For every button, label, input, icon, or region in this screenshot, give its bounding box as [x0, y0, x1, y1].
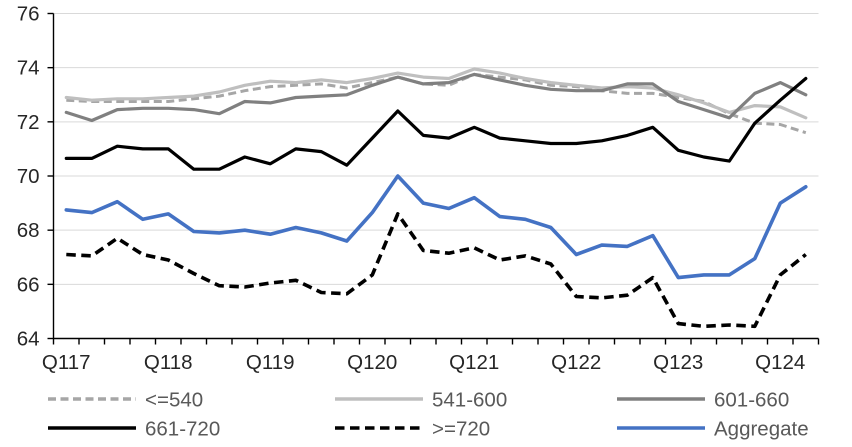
legend-label: <=540	[145, 389, 203, 412]
series-line-661-720	[64, 76, 808, 171]
x-axis-label: Q122	[551, 351, 601, 374]
x-axis-label: Q120	[347, 351, 397, 374]
x-axis-label: Q123	[653, 351, 703, 374]
y-axis-label: 74	[17, 57, 40, 80]
x-axis-label: Q119	[246, 351, 295, 374]
series-line-aggregate	[64, 174, 808, 280]
legend-label: 541-600	[432, 389, 507, 412]
series-line-541-600	[64, 67, 808, 120]
y-axis-label: 76	[17, 3, 40, 26]
y-axis-label: 72	[17, 111, 40, 134]
y-axis-label: 66	[17, 273, 40, 296]
x-axis-label: Q124	[755, 351, 805, 374]
y-axis-label: 68	[17, 219, 40, 242]
x-axis-label: Q117	[42, 351, 91, 374]
series-line-601-660	[64, 72, 808, 123]
legend-label: 601-660	[714, 389, 789, 412]
x-axis-label: Q121	[449, 351, 499, 374]
y-axis-label: 64	[17, 328, 40, 351]
x-axis-label: Q118	[144, 351, 193, 374]
legend-label: >=720	[432, 418, 490, 441]
legend-label: 661-720	[145, 418, 220, 441]
legend-label: Aggregate	[714, 418, 809, 441]
series-line--720	[66, 212, 807, 329]
y-axis-label: 70	[17, 165, 40, 188]
